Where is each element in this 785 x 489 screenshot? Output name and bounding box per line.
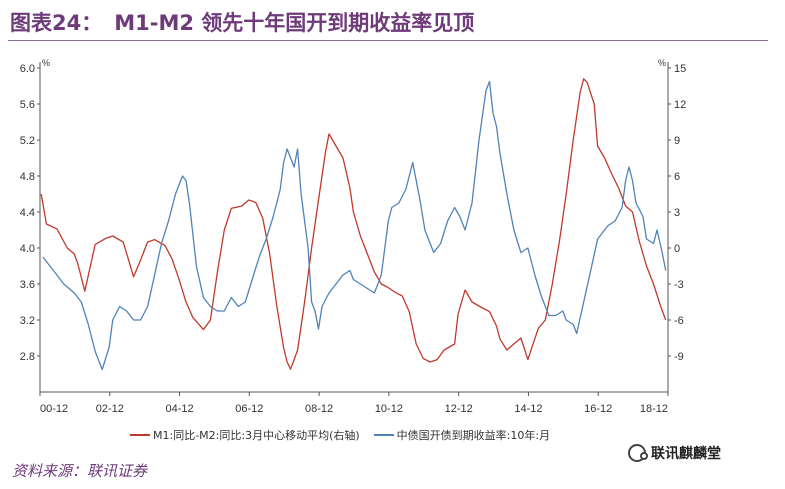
left-tick-label: 3.6 [20, 279, 35, 291]
right-tick-label: 15 [674, 63, 686, 75]
series-layer [40, 78, 667, 371]
left-tick-label: 4.4 [20, 207, 35, 219]
right-tick-label: -6 [674, 315, 684, 327]
x-tick-label: 06-12 [235, 403, 263, 415]
x-tick-label: 12-12 [445, 403, 473, 415]
legend-label-m1m2: M1:同比-M2:同比:3月中心移动平均(右轴) [153, 429, 360, 442]
series-line-m1m2-right-axis [40, 78, 667, 370]
legend-swatch-yield [373, 434, 394, 436]
left-tick-label: 4.8 [20, 171, 35, 183]
right-tick-label: 12 [674, 99, 686, 111]
x-tick-label: 00-12 [40, 403, 68, 415]
figure-title: 图表24： M1-M2 领先十年国开到期收益率见顶 [10, 7, 770, 37]
left-axis-unit: % [42, 58, 50, 68]
right-tick-label: 0 [674, 243, 680, 255]
x-tick-label: 04-12 [165, 403, 193, 415]
legend-entry-yield: 中债国开债到期收益率:10年:月 [373, 427, 551, 443]
right-tick-label: 3 [674, 207, 680, 219]
right-tick-label: 6 [674, 171, 680, 183]
left-tick-label: 3.2 [20, 315, 35, 327]
left-tick-label: 2.8 [20, 351, 35, 363]
right-tick-label: 9 [674, 135, 680, 147]
right-tick-label: -9 [674, 351, 684, 363]
legend-entry-m1m2: M1:同比-M2:同比:3月中心移动平均(右轴) [130, 427, 360, 443]
series-line-cdb-10y-yield [42, 80, 667, 371]
left-tick-label: 5.2 [20, 135, 35, 147]
left-tick-label: 6.0 [20, 63, 35, 75]
right-axis-unit: % [658, 58, 666, 68]
x-tick-label: 14-12 [514, 403, 542, 415]
axes: % % 6.0 5.6 5.2 4.8 4.4 4.0 3.6 3.2 2.8 15 12 9 6 3 0 -3 -… [20, 58, 687, 415]
figure-title-text: M1-M2 领先十年国开到期收益率见顶 [114, 11, 475, 35]
figure-number: 图表24： [10, 11, 103, 35]
x-tick-label: 08-12 [305, 403, 333, 415]
wechat-icon [628, 444, 648, 462]
x-tick-label: 16-12 [584, 403, 612, 415]
title-divider [8, 40, 768, 41]
legend-swatch-m1m2 [130, 434, 150, 436]
legend-label-yield: 中债国开债到期收益率:10年:月 [396, 429, 551, 442]
source-note: 资料来源：联讯证券 [12, 462, 148, 480]
watermark-label: 联讯麒麟堂 [651, 446, 721, 462]
x-tick-label: 02-12 [96, 403, 124, 415]
right-tick-label: -3 [674, 279, 684, 291]
left-tick-label: 4.0 [20, 243, 35, 255]
left-tick-label: 5.6 [20, 99, 35, 111]
x-tick-label: 18-12 [640, 403, 668, 415]
x-tick-label: 10-12 [375, 403, 403, 415]
chart-legend: M1:同比-M2:同比:3月中心移动平均(右轴) 中债国开债到期收益率:10年:… [130, 427, 564, 443]
watermark: 联讯麒麟堂 [628, 443, 721, 463]
